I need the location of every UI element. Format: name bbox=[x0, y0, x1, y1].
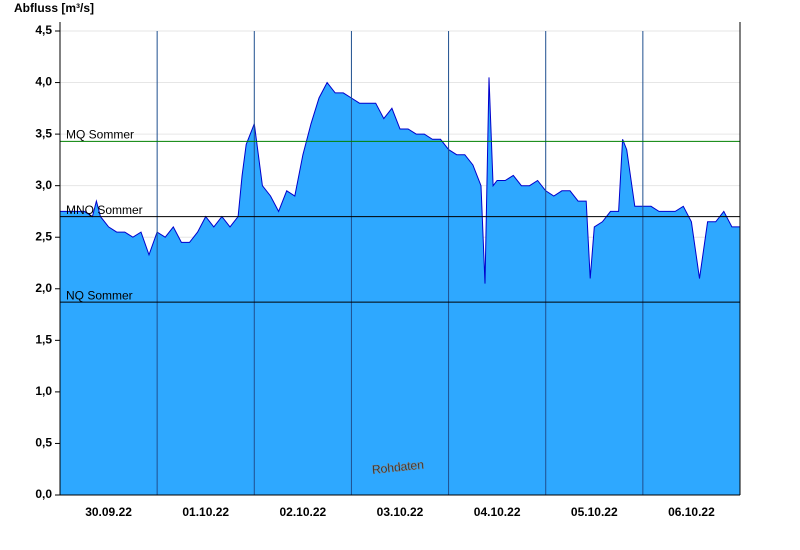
y-tick-label: 0,0 bbox=[35, 487, 52, 501]
y-tick-label: 3,0 bbox=[35, 178, 52, 192]
x-tick-label: 04.10.22 bbox=[474, 505, 521, 519]
x-tick-label: 02.10.22 bbox=[279, 505, 326, 519]
area bbox=[60, 77, 740, 496]
watermark: Rohdaten bbox=[371, 457, 424, 476]
reference-label: MNQ Sommer bbox=[66, 203, 143, 217]
reference-label: NQ Sommer bbox=[66, 288, 133, 302]
line bbox=[60, 77, 740, 284]
x-tick-label: 30.09.22 bbox=[85, 505, 132, 519]
y-tick-label: 2,5 bbox=[35, 229, 52, 243]
y-tick-label: 1,5 bbox=[35, 333, 52, 347]
y-tick-label: 0,5 bbox=[35, 436, 52, 450]
y-tick-label: 1,0 bbox=[35, 384, 52, 398]
x-tick-label: 03.10.22 bbox=[377, 505, 424, 519]
y-tick-label: 4,0 bbox=[35, 75, 52, 89]
y-axis-label: Abfluss [m³/s] bbox=[14, 1, 94, 15]
y-tick-label: 4,5 bbox=[35, 23, 52, 37]
x-tick-label: 06.10.22 bbox=[668, 505, 715, 519]
reference-label: MQ Sommer bbox=[66, 128, 134, 142]
y-tick-label: 2,0 bbox=[35, 281, 52, 295]
x-tick-label: 01.10.22 bbox=[182, 505, 229, 519]
y-tick-label: 3,5 bbox=[35, 126, 52, 140]
x-tick-label: 05.10.22 bbox=[571, 505, 618, 519]
